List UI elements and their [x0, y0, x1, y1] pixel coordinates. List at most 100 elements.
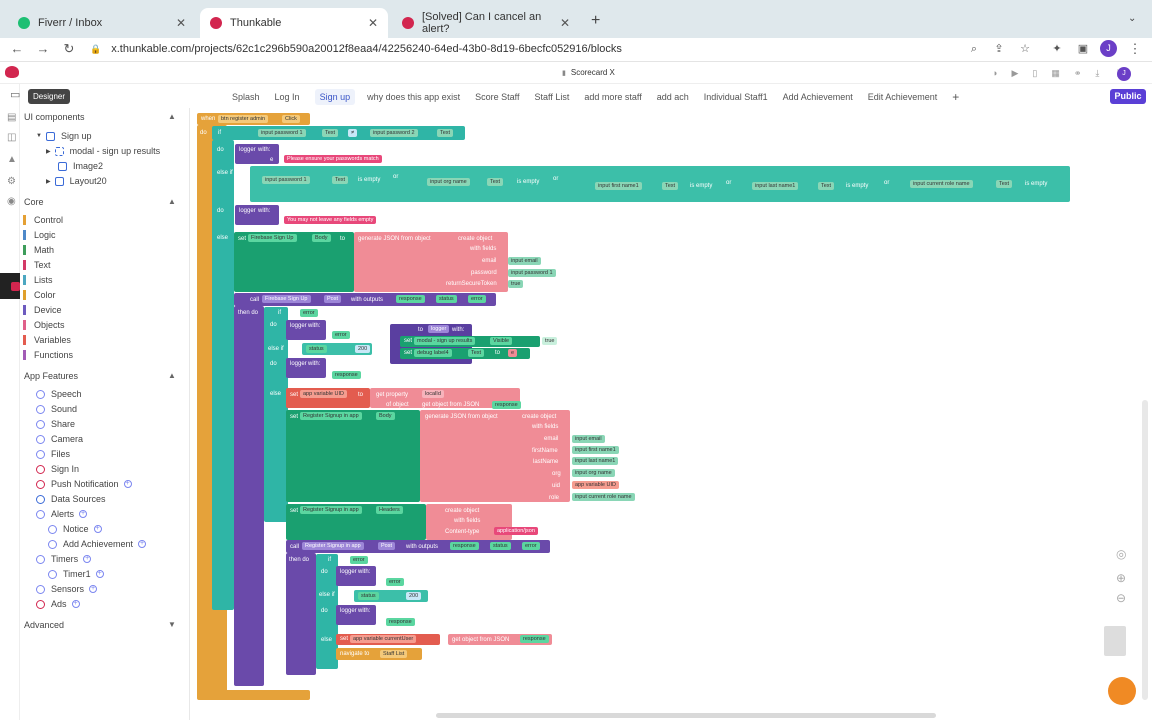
core-item-device[interactable]: Device [20, 305, 62, 315]
screen-tab[interactable]: Log In [274, 92, 300, 102]
star-icon[interactable]: ☆ [1020, 43, 1030, 55]
gen-json-block[interactable] [354, 232, 508, 292]
feature-item-sensors[interactable]: Sensors + [36, 584, 98, 594]
screen-tab[interactable]: why does this app exist [367, 92, 461, 102]
add-icon[interactable]: + [79, 510, 88, 518]
text-prop[interactable]: Text [487, 178, 504, 186]
logger-slot[interactable]: logger [428, 325, 450, 333]
inner-if-block[interactable] [264, 307, 288, 522]
current-user-slot[interactable]: app variable currentUser [350, 635, 417, 643]
logger-block[interactable] [286, 358, 326, 378]
logger-block[interactable] [336, 605, 376, 625]
register-api-slot[interactable]: Register Signup in app [302, 542, 364, 550]
advanced-header[interactable]: Advanced [24, 620, 65, 630]
variables-icon[interactable]: ◉ [7, 196, 16, 207]
true-slot[interactable]: true [508, 280, 524, 288]
feature-item-data-sources[interactable]: Data Sources [36, 494, 106, 504]
feature-item-sound[interactable]: Sound [36, 404, 77, 414]
logger-block[interactable] [235, 144, 279, 164]
logger-block[interactable] [286, 320, 326, 340]
trash-icon[interactable] [1104, 626, 1126, 656]
chevron-down-icon[interactable]: ▼ [168, 620, 176, 629]
download-icon[interactable]: ⤓ [1095, 68, 1100, 78]
link-icon[interactable]: ⚭ [1073, 68, 1082, 78]
tree-item-layout[interactable]: ▶ Layout20 [46, 176, 107, 186]
post-slot[interactable]: Post [324, 295, 342, 303]
blocks-workspace[interactable]: when btn register admin Click do if inpu… [190, 108, 1152, 720]
chevron-up-icon[interactable]: ▲ [168, 197, 176, 206]
pw1-slot[interactable]: input password 1 [262, 176, 310, 184]
status-var[interactable]: status [436, 295, 457, 303]
error-var[interactable]: error [300, 309, 318, 317]
screen-tab[interactable]: Edit Achievement [867, 92, 938, 102]
layers-icon[interactable]: ◫ [7, 132, 17, 143]
reload-icon[interactable]: ↻ [63, 41, 75, 56]
role-slot[interactable]: input current role name [910, 180, 973, 188]
chevron-down-icon[interactable]: ⌄ [1128, 13, 1137, 24]
play-icon[interactable]: ▶ [1011, 68, 1019, 78]
response-var[interactable]: response [492, 401, 521, 409]
screen-tab[interactable]: add ach [656, 92, 689, 102]
add-icon[interactable]: + [95, 570, 104, 578]
publish-button[interactable]: Public [1110, 89, 1146, 104]
feature-item-share[interactable]: Share [36, 419, 75, 429]
status-var[interactable]: status [358, 592, 379, 600]
chevron-up-icon[interactable]: ▲ [168, 371, 176, 380]
add-icon[interactable]: + [89, 585, 98, 593]
feature-item-ads[interactable]: Ads + [36, 599, 80, 609]
uid-var-slot[interactable]: app variable UID [300, 390, 347, 398]
tab-community[interactable]: [Solved] Can I cancel an alert? ✕ [392, 8, 580, 38]
url-field[interactable]: 🔒 x.thunkable.com/projects/62c1c296b590a… [90, 40, 1050, 58]
pw1-slot[interactable]: input password 1 [508, 269, 556, 277]
screen-tab[interactable]: Score Staff [475, 92, 520, 102]
last-name-slot[interactable]: input last name1 [752, 182, 799, 190]
feature-item-sign-in[interactable]: Sign In [36, 464, 79, 474]
add-icon[interactable]: + [138, 540, 147, 548]
tab-fiverr[interactable]: Fiverr / Inbox ✕ [8, 8, 196, 38]
body-prop[interactable]: Body [376, 412, 395, 420]
core-item-objects[interactable]: Objects [20, 320, 65, 330]
screen-tab-selected[interactable]: Sign up [314, 89, 356, 105]
text-prop[interactable]: Text [322, 129, 339, 137]
app-features-header[interactable]: App Features [24, 371, 79, 381]
pw2-slot[interactable]: input password 2 [370, 129, 418, 137]
uid-var-slot[interactable]: app variable UID [572, 481, 619, 489]
first-name-slot[interactable]: input first name1 [595, 182, 642, 190]
horizontal-scrollbar[interactable] [436, 713, 936, 718]
post-slot[interactable]: Post [378, 542, 396, 550]
staff-list-slot[interactable]: Staff List [380, 650, 408, 658]
content-type-text[interactable]: application/json [494, 527, 538, 535]
user-avatar[interactable]: J [1117, 67, 1131, 81]
theme-icon[interactable]: ◑ [992, 68, 998, 78]
assets-icon[interactable]: ▲ [7, 154, 17, 165]
text-prop[interactable]: Text [996, 180, 1013, 188]
screen-tab[interactable]: Individual Staff1 [703, 92, 768, 102]
inner-if-block[interactable] [316, 554, 338, 669]
add-icon[interactable]: + [123, 480, 132, 488]
core-item-logic[interactable]: Logic [20, 230, 56, 240]
feature-item-alerts[interactable]: Alerts + [36, 509, 88, 519]
logger-block[interactable] [235, 205, 279, 225]
feature-item-notice[interactable]: Notice + [48, 524, 102, 534]
text-prop[interactable]: Text [818, 182, 835, 190]
recenter-icon[interactable]: ◎ [1116, 547, 1127, 561]
add-icon[interactable]: + [93, 525, 102, 533]
device-icon[interactable]: ▯ [1032, 68, 1038, 78]
zoom-out-icon[interactable]: ⊖ [1116, 591, 1127, 605]
close-icon[interactable]: ✕ [367, 16, 378, 30]
compare-op[interactable]: ≠ [348, 129, 358, 137]
core-item-lists[interactable]: Lists [20, 275, 53, 285]
register-api-slot[interactable]: Register Signup in app [300, 506, 362, 514]
email-slot[interactable]: input email [572, 435, 605, 443]
api-slot[interactable]: Firebase Sign Up [262, 295, 311, 303]
event-target[interactable]: btn register admin [218, 115, 269, 123]
response-var[interactable]: response [520, 635, 549, 643]
response-var[interactable]: response [332, 371, 361, 379]
text-prop[interactable]: Text [662, 182, 679, 190]
org-slot[interactable]: input org name [427, 178, 470, 186]
message-text[interactable]: You may not leave any fields empty [284, 216, 377, 224]
text-prop[interactable]: Text [437, 129, 454, 137]
set-register-body-block[interactable] [286, 410, 420, 502]
message-text[interactable]: Please ensure your passwords match [284, 155, 382, 163]
core-item-control[interactable]: Control [20, 215, 63, 225]
